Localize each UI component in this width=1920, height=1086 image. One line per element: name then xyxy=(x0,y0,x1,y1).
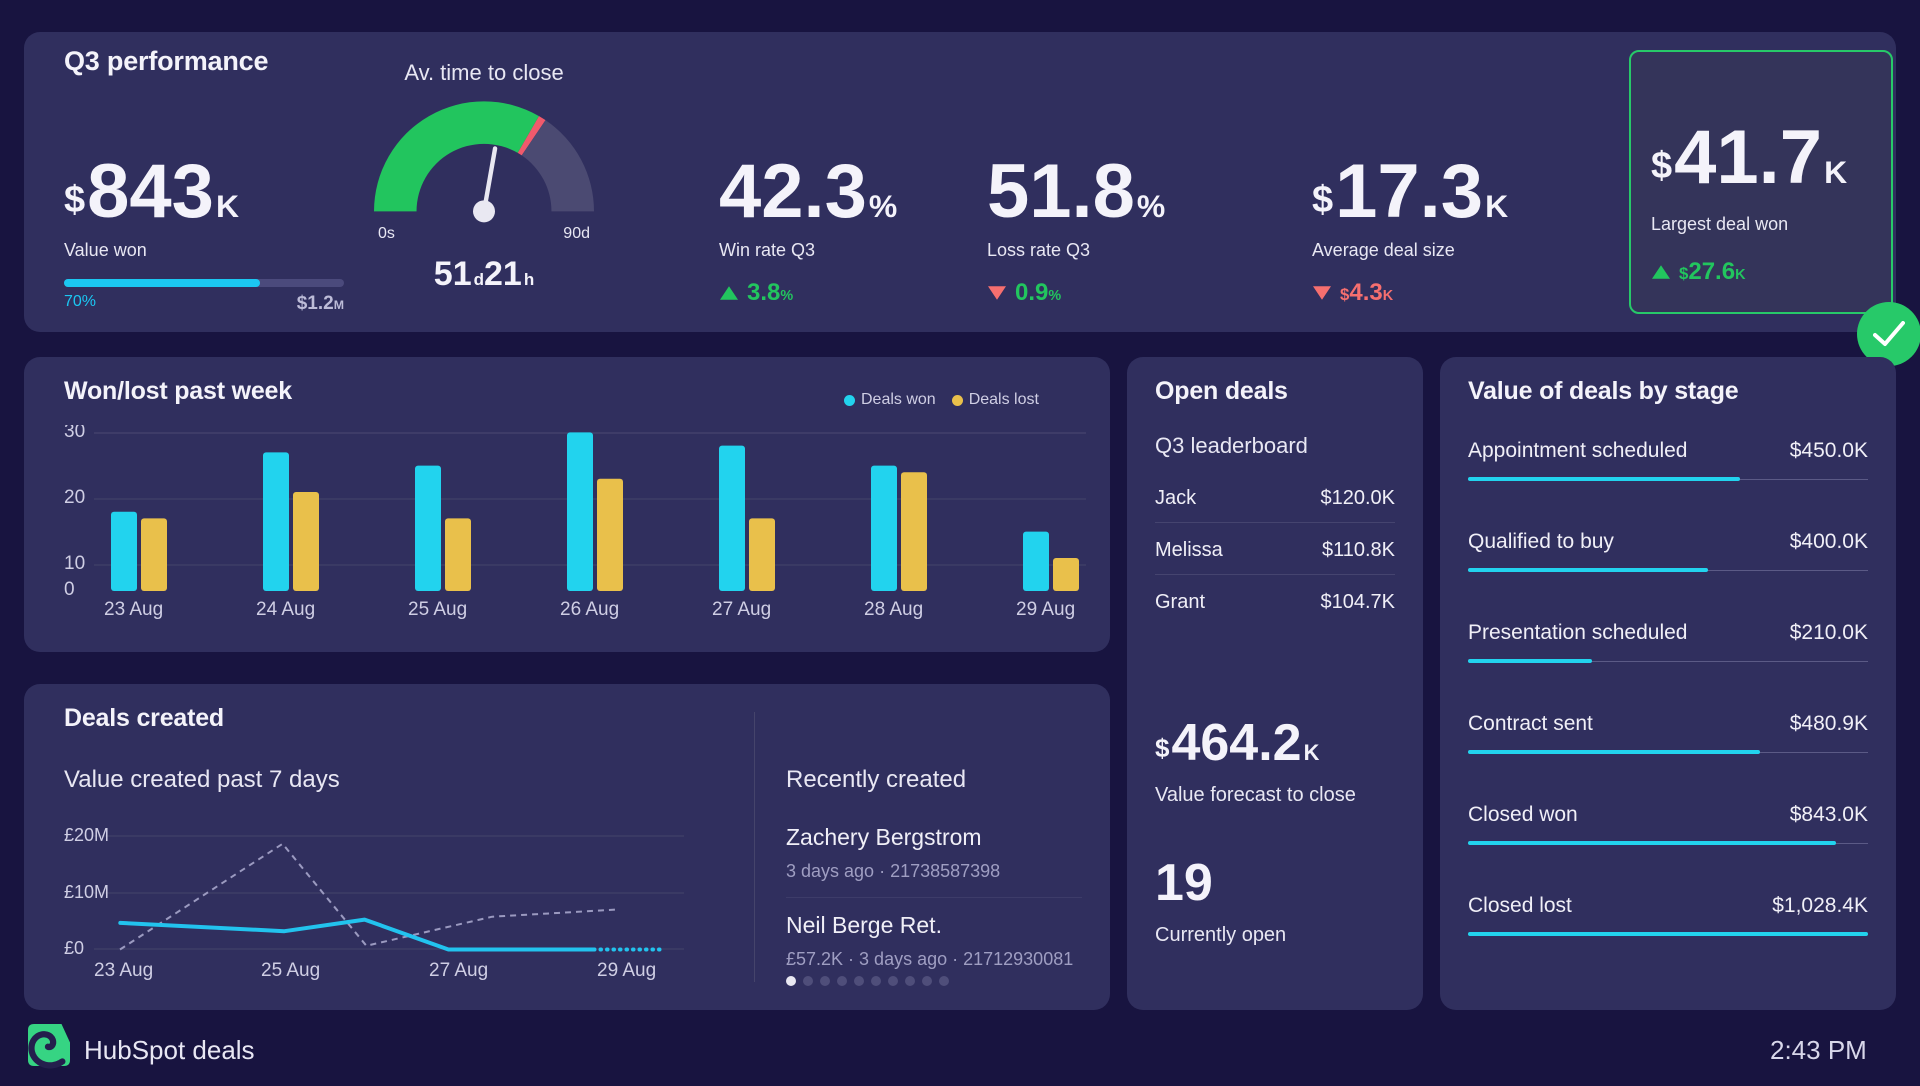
svg-text:29 Aug: 29 Aug xyxy=(597,960,656,981)
svg-text:£20M: £20M xyxy=(64,825,109,845)
svg-text:27 Aug: 27 Aug xyxy=(429,960,488,981)
svg-text:0: 0 xyxy=(64,579,75,600)
svg-text:26 Aug: 26 Aug xyxy=(560,599,619,620)
svg-text:£10M: £10M xyxy=(64,882,109,902)
svg-text:25 Aug: 25 Aug xyxy=(261,960,320,981)
svg-text:20: 20 xyxy=(64,487,85,508)
svg-text:£0: £0 xyxy=(64,938,84,958)
svg-text:25 Aug: 25 Aug xyxy=(408,599,467,620)
svg-text:28 Aug: 28 Aug xyxy=(864,599,923,620)
svg-text:10: 10 xyxy=(64,553,85,574)
svg-text:23 Aug: 23 Aug xyxy=(104,599,163,620)
svg-text:24 Aug: 24 Aug xyxy=(256,599,315,620)
svg-text:23 Aug: 23 Aug xyxy=(94,960,153,981)
svg-text:29 Aug: 29 Aug xyxy=(1016,599,1075,620)
svg-text:27 Aug: 27 Aug xyxy=(712,599,771,620)
svg-text:30: 30 xyxy=(64,425,85,442)
